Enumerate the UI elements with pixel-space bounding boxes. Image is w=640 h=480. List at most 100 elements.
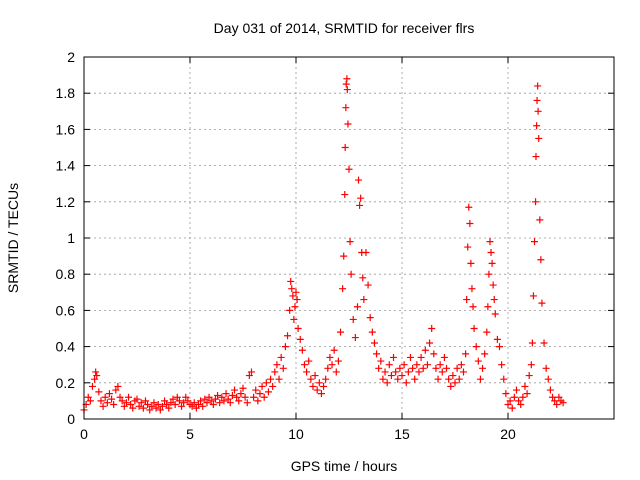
data-point [209,401,217,409]
data-point [293,296,301,304]
data-point [141,397,149,405]
data-point [330,346,338,354]
data-point [262,379,270,387]
data-point [110,401,118,409]
data-point [392,368,400,376]
data-point [92,368,100,376]
data-point [256,390,264,398]
data-point [287,277,295,285]
data-point [103,399,111,407]
data-point [279,364,287,372]
data-point [353,303,361,311]
y-tick-label: 0.8 [56,266,76,282]
data-point [211,395,219,403]
data-point [245,372,253,380]
data-point [432,364,440,372]
data-point [84,393,92,401]
data-point [453,364,461,372]
data-point [313,386,321,394]
data-point [533,122,541,130]
data-point [88,382,96,390]
data-point [275,375,283,383]
data-point [345,165,353,173]
data-point [182,393,190,401]
data-point [273,361,281,369]
data-point [534,107,542,115]
data-point [463,296,471,304]
data-point [226,399,234,407]
data-point [402,379,410,387]
data-point [529,292,537,300]
data-point [307,375,315,383]
data-point [549,393,557,401]
data-point [357,194,365,202]
y-tick-label: 1.4 [56,158,76,174]
data-point [419,364,427,372]
data-point [188,402,196,410]
data-point [165,404,173,412]
data-point [496,343,504,351]
data-point [443,364,451,372]
y-tick-label: 2 [67,49,75,65]
data-point [178,402,186,410]
data-point [342,80,350,88]
data-point [288,285,296,293]
data-point [267,375,275,383]
data-point [377,357,385,365]
data-point [207,397,215,405]
data-point [467,259,475,267]
data-point [551,397,559,405]
data-point [537,256,545,264]
data-point [112,386,120,394]
data-point [281,343,289,351]
data-point [86,397,94,405]
data-point [324,364,332,372]
data-point [95,388,103,396]
data-point [175,397,183,405]
data-point [451,379,459,387]
data-point [368,328,376,336]
data-point [334,357,342,365]
data-point [237,390,245,398]
data-point [413,361,421,369]
data-point [300,361,308,369]
data-point [483,328,491,336]
data-point [470,325,478,332]
data-point [247,368,255,376]
y-tick-label: 0.2 [56,375,76,391]
data-point [277,353,285,361]
data-point [409,364,417,372]
data-point [298,346,306,354]
data-point [258,382,266,390]
data-point [290,315,298,323]
y-tick-label: 0.6 [56,302,76,318]
data-point [531,238,538,246]
y-axis-title: SRMTID / TECUs [5,183,21,293]
data-point [532,198,540,206]
data-point [148,402,156,410]
data-point [341,144,349,151]
data-point [510,393,518,401]
data-point [555,393,563,401]
data-point [449,372,457,380]
data-point [108,395,116,403]
data-point [156,406,164,414]
data-point [462,350,470,358]
data-point [161,397,169,405]
data-point [351,334,359,342]
y-tick-label: 0 [67,411,75,427]
data-point [459,368,467,376]
x-tick-label: 15 [394,426,410,442]
data-point [286,306,294,314]
data-point [500,375,508,383]
data-point [360,296,368,304]
data-point [224,395,232,403]
data-point [481,350,489,358]
data-point [426,339,434,347]
data-point [269,382,277,390]
data-point [542,364,550,372]
data-point [254,397,262,405]
data-point [438,368,446,376]
data-point [493,335,501,343]
data-point [366,314,374,322]
